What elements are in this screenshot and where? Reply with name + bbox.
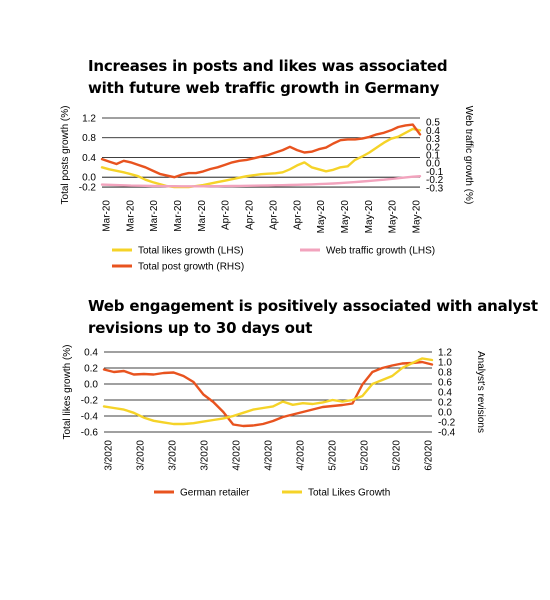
chart1-series-line-total-post-growth-rhs- (100, 123, 422, 179)
chart2-x-tick-label: 3/2020 (136, 440, 147, 471)
chart1-y-axis-label: Total posts growth (%) (60, 106, 71, 205)
chart1-legend-label: Web traffic growth (LHS) (326, 246, 435, 257)
chart2-y2-tick-label: 0.0 (438, 408, 452, 419)
chart1-x-tick-label: May-20 (340, 200, 351, 234)
chart2-x-tick-label: 3/2020 (200, 440, 211, 471)
chart2-y-tick-label: -0.6 (81, 428, 99, 439)
chart2-y-tick-label: -0.4 (81, 412, 99, 423)
chart1-legend-label: Total post growth (RHS) (138, 262, 244, 273)
chart1-y2-tick-label: 0.5 (426, 118, 440, 129)
chart1-x-tick-label: Mar-20 (125, 200, 136, 232)
chart1-y2-tick-label: -0.2 (426, 175, 444, 186)
chart1-x-tick-label: Mar-20 (173, 200, 184, 232)
chart2-legend-label: German retailer (180, 488, 250, 499)
chart2-y2-tick-label: 0.8 (438, 368, 452, 379)
chart2-x-tick-label: 5/2020 (360, 440, 371, 471)
chart1-series-line-total-likes-growth-lhs- (100, 127, 422, 189)
chart1-x-tick-label: Mar-20 (149, 200, 160, 232)
chart2-series-line-total-likes-growth (102, 357, 434, 426)
chart1-y2-axis-label: Web traffic growth (%) (463, 106, 474, 205)
chart1-y2-tick-label: -0.1 (426, 167, 444, 178)
chart2-x-tick-label: 3/2020 (168, 440, 179, 471)
chart1-y2-tick-label: 0.1 (426, 151, 440, 162)
chart2-y-axis-label: Total likes growth (%) (62, 344, 73, 439)
chart1-y-tick-label: 0.0 (82, 173, 96, 184)
chart2-y2-axis-label: Analyst's revisions (475, 351, 486, 433)
chart2-y2-tick-label: -0.4 (438, 428, 456, 439)
chart2-y2-tick-label: 0.6 (438, 378, 452, 389)
chart1-x-tick-label: Mar-20 (197, 200, 208, 232)
chart1-x-tick-label: May-20 (364, 200, 375, 234)
chart1-y2-tick-label: 0.4 (426, 126, 440, 137)
chart1-y-tick-label: 0.8 (82, 133, 96, 144)
chart1-y2-tick-label: 0.3 (426, 134, 440, 145)
chart1-x-tick-label: May-20 (316, 200, 327, 234)
chart1-y-tick-label: -0.2 (79, 183, 97, 194)
chart2-x-tick-label: 4/2020 (264, 440, 275, 471)
chart1-legend-label: Total likes growth (LHS) (138, 246, 244, 257)
chart1-x-tick-label: May-20 (412, 200, 423, 234)
chart2-y2-tick-label: 0.4 (438, 388, 452, 399)
chart2-x-tick-label: 6/2020 (424, 440, 435, 471)
chart1-title-line2: with future web traffic growth in German… (88, 79, 440, 97)
chart2-y-tick-label: 0.0 (84, 380, 98, 391)
chart1-x-tick-label: May-20 (388, 200, 399, 234)
chart2-y2-tick-label: 1.2 (438, 348, 452, 359)
chart2-x-tick-label: 4/2020 (296, 440, 307, 471)
chart2-y2-tick-label: 0.2 (438, 398, 452, 409)
chart2-title-line2: revisions up to 30 days out (88, 319, 313, 337)
chart1-y-tick-label: 1.2 (82, 114, 96, 125)
chart2-title-line1: Web engagement is positively associated … (88, 297, 538, 315)
chart1-series-line-web-traffic-growth-lhs- (100, 174, 422, 188)
chart2-series-line-german-retailer (102, 360, 434, 428)
chart2-legend-label: Total Likes Growth (308, 488, 390, 499)
chart2-y2-tick-label: 1.0 (438, 358, 452, 369)
chart2-x-tick-label: 5/2020 (328, 440, 339, 471)
chart2-y-tick-label: 0.2 (84, 364, 98, 375)
chart1-x-tick-label: Apr-20 (221, 200, 232, 230)
chart1-x-tick-label: Apr-20 (268, 200, 279, 230)
chart1-x-tick-label: Mar-20 (102, 200, 113, 232)
chart1-title-line1: Increases in posts and likes was associa… (88, 57, 448, 75)
chart2-x-tick-label: 5/2020 (392, 440, 403, 471)
chart1-y2-tick-label: -0.3 (426, 183, 444, 194)
chart2-x-tick-label: 3/2020 (104, 440, 115, 471)
chart2-y-tick-label: -0.2 (81, 396, 99, 407)
chart1-y2-tick-label: 0.0 (426, 159, 440, 170)
chart2-y-tick-label: 0.4 (84, 348, 98, 359)
chart2-y2-tick-label: -0.2 (438, 418, 456, 429)
chart1-x-tick-label: Apr-20 (245, 200, 256, 230)
chart2-x-tick-label: 4/2020 (232, 440, 243, 471)
chart1-x-tick-label: Apr-20 (292, 200, 303, 230)
chart1-y-tick-label: 0.4 (82, 153, 96, 164)
chart1-y2-tick-label: 0.2 (426, 142, 440, 153)
